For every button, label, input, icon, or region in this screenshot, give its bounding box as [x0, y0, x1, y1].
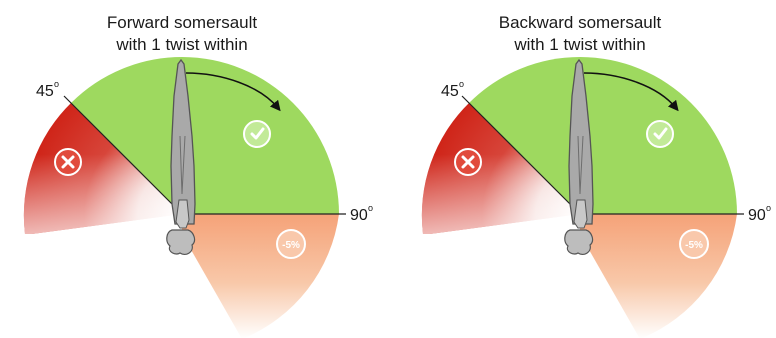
panel-title-line2: with 1 twist within	[115, 35, 247, 54]
svg-text:90: 90	[748, 207, 766, 224]
panel-title-line1: Forward somersault	[107, 13, 257, 32]
valid-zone	[469, 57, 737, 214]
penalty-label: -5%	[282, 240, 300, 251]
rotation-arrow	[583, 72, 679, 112]
svg-text:o: o	[459, 79, 464, 89]
check-icon	[243, 120, 271, 148]
angle-chart: -5% 45 o 90 o	[421, 57, 771, 338]
angle-label-90: 90 o	[748, 203, 771, 224]
svg-text:o: o	[54, 79, 59, 89]
penalty-zone	[182, 214, 339, 338]
svg-text:45: 45	[441, 83, 459, 100]
penalty-badge: -5%	[679, 229, 709, 259]
check-icon	[646, 120, 674, 148]
svg-text:o: o	[766, 203, 771, 213]
valid-zone	[71, 57, 339, 214]
penalty-zone	[580, 214, 737, 338]
angle-label-45: 45 o	[36, 79, 59, 100]
rotation-arrow	[185, 72, 281, 112]
angle-label-90: 90 o	[350, 203, 373, 224]
x-icon	[54, 148, 82, 176]
panel-title-line2: with 1 twist within	[513, 35, 645, 54]
line-45	[461, 95, 581, 215]
angle-chart: -5% 45 o 90 o	[23, 57, 373, 338]
angle-label-45: 45 o	[441, 79, 464, 100]
diver-figure	[564, 58, 594, 256]
penalty-label: -5%	[685, 240, 703, 251]
x-icon	[454, 148, 482, 176]
svg-text:o: o	[368, 203, 373, 213]
line-45	[63, 95, 183, 215]
panel-backward: Backward somersault with 1 twist within	[421, 13, 771, 338]
panel-forward: Forward somersault with 1 twist within	[23, 13, 373, 338]
penalty-badge: -5%	[276, 229, 306, 259]
panel-title-line1: Backward somersault	[499, 13, 662, 32]
svg-text:90: 90	[350, 207, 368, 224]
diver-figure	[166, 58, 196, 256]
svg-text:45: 45	[36, 83, 54, 100]
